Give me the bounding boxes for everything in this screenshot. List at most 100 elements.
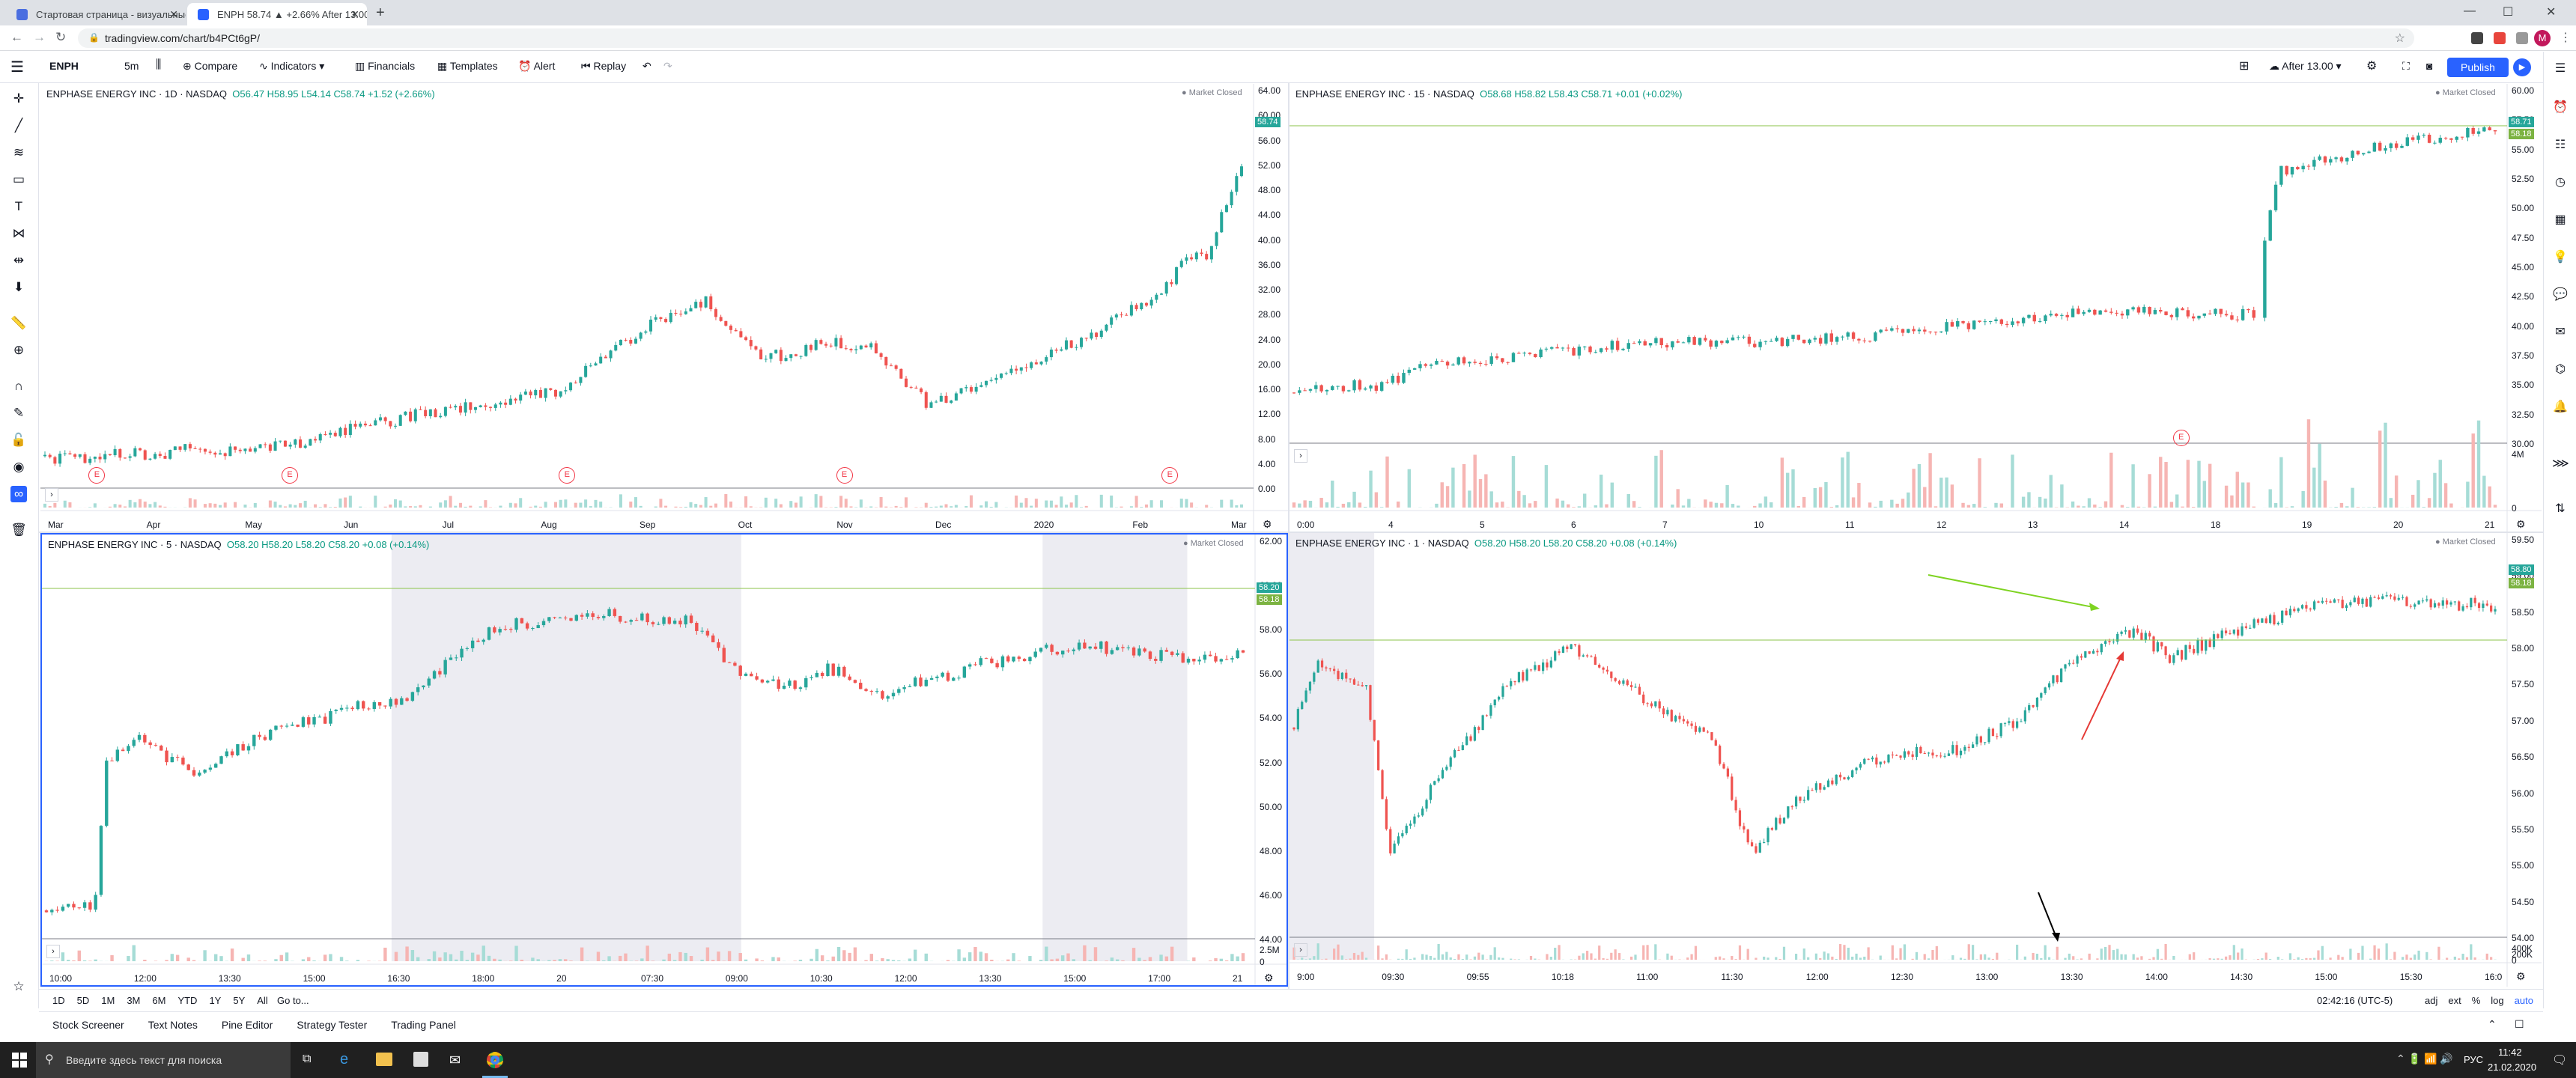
compare-button[interactable]: ⊕ Compare: [183, 60, 237, 73]
range-button[interactable]: All: [257, 995, 268, 1006]
forward-icon[interactable]: →: [33, 30, 46, 44]
alerts-icon[interactable]: ⏰: [2553, 101, 2568, 114]
extension-icon[interactable]: [2471, 32, 2483, 44]
collapse-panel-icon[interactable]: ⌃: [2488, 1018, 2497, 1030]
hotlists-icon[interactable]: ◷: [2555, 176, 2566, 189]
reload-icon[interactable]: ↻: [55, 30, 67, 44]
earnings-icon[interactable]: E: [282, 467, 298, 484]
clock[interactable]: 02:42:16 (UTC-5): [2317, 995, 2393, 1006]
star-icon[interactable]: ☆: [2394, 32, 2405, 45]
taskbar-search-box[interactable]: ⚲ Введите здесь текст для поиска: [36, 1042, 291, 1078]
store-icon[interactable]: [413, 1052, 428, 1067]
range-button[interactable]: 1D: [52, 995, 65, 1006]
taskbar-date[interactable]: 21.02.2020: [2488, 1062, 2537, 1073]
url-field[interactable]: 🔒 tradingview.com/chart/b4PCt6gP/ ☆: [78, 28, 2414, 48]
scale-option-percent[interactable]: %: [2471, 995, 2481, 1006]
stay-in-drawing-icon[interactable]: ✎: [13, 406, 25, 420]
messages-icon[interactable]: ✉: [2555, 326, 2566, 338]
brush-icon[interactable]: ▭: [12, 172, 25, 186]
watchlist-icon[interactable]: ☰: [2554, 62, 2566, 75]
fib-icon[interactable]: ≋: [13, 145, 25, 159]
magnet-icon[interactable]: ∩: [13, 379, 24, 393]
chart-canvas[interactable]: [42, 535, 1288, 987]
axis-settings-gear-icon[interactable]: ⚙: [2516, 518, 2526, 530]
explorer-icon[interactable]: [376, 1053, 392, 1066]
range-button[interactable]: YTD: [177, 995, 198, 1006]
financials-button[interactable]: ▥ Financials: [355, 60, 415, 73]
edge-icon[interactable]: e: [340, 1051, 349, 1068]
favorites-star-icon[interactable]: ☆: [13, 979, 25, 993]
panel-tab[interactable]: Pine Editor: [221, 1019, 273, 1031]
stream-icon[interactable]: ▶: [2513, 58, 2531, 76]
interval-button[interactable]: 5m: [124, 60, 139, 72]
indicators-button[interactable]: ∿ Indicators ▾: [259, 60, 325, 72]
mail-icon[interactable]: ✉: [449, 1053, 461, 1068]
tray-icons[interactable]: ⌃ 🔋 📶 🔊: [2396, 1053, 2453, 1065]
lock-icon[interactable]: 🔓: [10, 433, 27, 447]
panel-tab[interactable]: Strategy Tester: [297, 1019, 368, 1031]
calendar-icon[interactable]: ▦: [2554, 213, 2566, 226]
collapse-indicators-icon[interactable]: ›: [46, 945, 60, 958]
text-icon[interactable]: T: [14, 199, 23, 213]
range-button[interactable]: 3M: [127, 995, 141, 1006]
collapse-indicators-icon[interactable]: ›: [1294, 943, 1307, 957]
crosshair-icon[interactable]: ✛: [13, 91, 25, 106]
collapse-indicators-icon[interactable]: ›: [1294, 449, 1307, 463]
prediction-icon[interactable]: ⇹: [13, 253, 25, 267]
earnings-icon[interactable]: E: [2172, 430, 2190, 446]
streams-icon[interactable]: ⌬: [2555, 363, 2566, 376]
panel-tab[interactable]: Stock Screener: [52, 1019, 124, 1031]
layout-name-button[interactable]: ☁ After 13.00 ▾: [2269, 60, 2342, 72]
menu-dots-icon[interactable]: ⋮: [2560, 31, 2572, 44]
range-button[interactable]: 5Y: [233, 995, 246, 1006]
close-icon[interactable]: ✕: [169, 8, 178, 20]
minimize-icon[interactable]: —: [2464, 4, 2476, 17]
scale-option-log[interactable]: log: [2491, 995, 2504, 1006]
notifications-center-icon[interactable]: 🗨: [2552, 1054, 2568, 1067]
axis-settings-gear-icon[interactable]: ⚙: [2516, 970, 2526, 982]
range-button[interactable]: 1M: [101, 995, 115, 1006]
hamburger-icon[interactable]: ☰: [10, 59, 24, 76]
chart-legend[interactable]: ENPHASE ENERGY INC · 5 · NASDAQ O58.20 H…: [48, 539, 429, 550]
arrow-down-icon[interactable]: ⬇: [13, 280, 25, 294]
symbol-search[interactable]: ENPH: [49, 60, 79, 72]
scale-option-auto[interactable]: auto: [2514, 995, 2533, 1006]
zoom-icon[interactable]: ⊕: [13, 343, 25, 357]
panel-tab[interactable]: Text Notes: [148, 1019, 198, 1031]
pattern-icon[interactable]: ⋈: [12, 226, 25, 240]
layout-grid-icon[interactable]: ⊞: [2239, 60, 2250, 73]
settings-gear-icon[interactable]: ⚙: [2366, 60, 2378, 73]
undo-icon[interactable]: ↶: [643, 60, 651, 72]
trendline-icon[interactable]: ╱: [14, 118, 23, 133]
chart-canvas[interactable]: [1289, 533, 2542, 987]
trash-icon[interactable]: 🗑: [10, 523, 27, 537]
chat-icon[interactable]: 💬: [2553, 288, 2568, 301]
replay-button[interactable]: ⏮ Replay: [581, 60, 626, 73]
ruler-icon[interactable]: 📏: [10, 316, 27, 330]
close-icon[interactable]: ✕: [350, 8, 359, 20]
ideas-icon[interactable]: 💡: [2553, 251, 2568, 264]
new-tab-icon[interactable]: +: [376, 4, 385, 21]
browser-tab[interactable]: Стартовая страница - визуальные ✕: [6, 3, 186, 25]
language-indicator[interactable]: РУС: [2464, 1054, 2484, 1065]
pane-divider-vertical[interactable]: [1288, 83, 1289, 989]
chart-pane-daily[interactable]: E E E E E ENPHASE ENERGY INC · 1D · NASDAQ O5…: [40, 84, 1288, 532]
windows-start-icon[interactable]: [12, 1053, 27, 1068]
scale-option-ext[interactable]: ext: [2448, 995, 2461, 1006]
goto-button[interactable]: Go to...: [277, 995, 309, 1006]
chart-type-icon[interactable]: ⫼: [156, 58, 162, 71]
earnings-icon[interactable]: E: [88, 467, 106, 484]
earnings-icon[interactable]: E: [836, 467, 853, 484]
camera-icon[interactable]: ◙: [2426, 60, 2433, 72]
range-button[interactable]: 1Y: [209, 995, 222, 1006]
chart-legend[interactable]: ENPHASE ENERGY INC · 1 · NASDAQ O58.20 H…: [1295, 538, 1677, 549]
collapse-indicators-icon[interactable]: ›: [45, 488, 58, 502]
publish-button[interactable]: Publish: [2447, 58, 2509, 77]
alert-button[interactable]: ⏰ Alert: [518, 60, 555, 73]
range-button[interactable]: 6M: [152, 995, 166, 1006]
task-view-icon[interactable]: ⧉: [303, 1053, 312, 1065]
chrome-icon[interactable]: [487, 1052, 503, 1068]
templates-button[interactable]: ▦ Templates: [437, 60, 498, 73]
chart-pane-15min[interactable]: E ENPHASE ENERGY INC · 15 · NASDAQ O58.68…: [1289, 84, 2542, 532]
notifications-icon[interactable]: 🔔: [2553, 401, 2568, 413]
